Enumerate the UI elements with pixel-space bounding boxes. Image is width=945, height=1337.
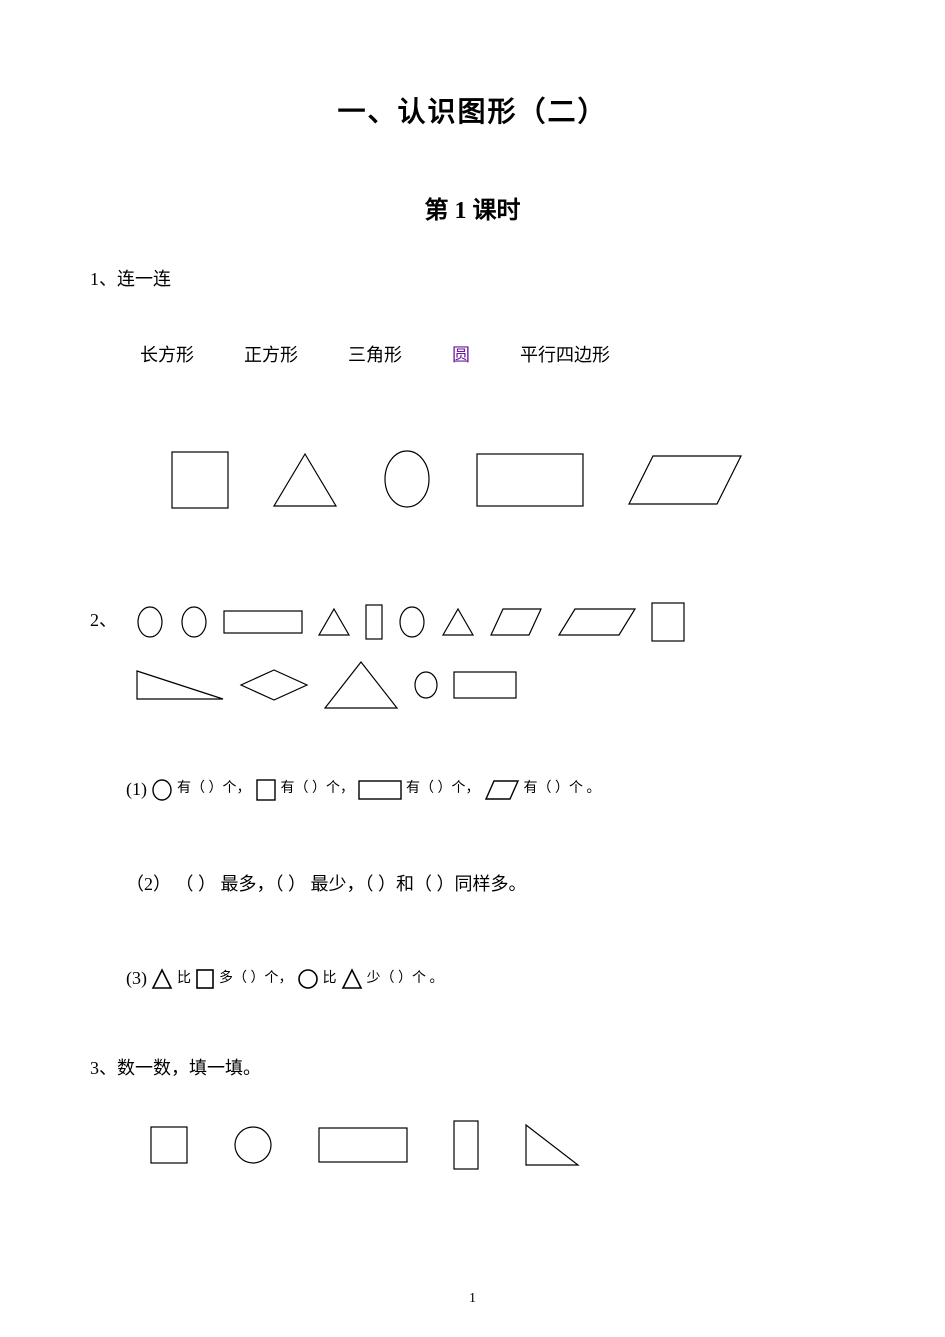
circle-icon [135,605,165,639]
rectangle-icon [223,610,303,634]
triangle-icon [151,968,173,990]
text-segment: 有（ ）个 。 [524,774,601,805]
rectangle-icon [475,450,585,510]
label-rectangle: 长方形 [140,341,194,367]
triangle-icon [341,968,363,990]
page-number: 1 [0,1291,945,1307]
diamond-icon [239,668,309,702]
label-circle: 圆 [452,341,470,367]
circle-icon [413,670,439,700]
triangle-icon [323,660,399,710]
text-segment: 有（ ）个， [177,774,251,805]
rectangle-tall-icon [453,1120,479,1170]
q2-sub3-prefix: (3) [126,959,147,999]
q3-label: 3、数一数，填一填。 [90,1054,855,1080]
q2-row2 [135,660,685,710]
circle-icon [297,968,319,990]
page-subtitle: 第 1 课时 [90,190,855,225]
circle-icon [151,778,173,802]
q3-shapes-row [90,1120,855,1170]
parallelogram-icon [557,607,637,637]
q2-sub3: (3) 比 多（ ）个， 比 少（ ）个 。 [90,959,855,999]
text-segment: 有（ ）个， [281,774,355,805]
parallelogram-icon [489,607,543,637]
text-segment: 比 [177,964,191,995]
triangle-right-icon [524,1123,580,1167]
rectangle-icon [318,1127,408,1163]
triangle-right-icon [135,669,225,701]
triangle-icon [317,607,351,637]
label-square: 正方形 [244,341,298,367]
worksheet-page: 一、认识图形（二） 第 1 课时 1、连一连 长方形 正方形 三角形 圆 平行四… [0,0,945,1337]
triangle-icon [441,607,475,637]
square-icon [150,1126,188,1164]
q2-block: 2、 [90,602,855,710]
q2-sub2: （2） （ ） 最多，（ ） 最少，（ ）和（ ）同样多。 [90,865,855,905]
circle-icon [397,605,427,639]
square-icon [170,450,230,510]
q2-shapes [135,602,685,710]
q1-labels-row: 长方形 正方形 三角形 圆 平行四边形 [90,341,855,367]
triangle-icon [270,450,340,510]
page-title: 一、认识图形（二） [90,90,855,130]
rectangle-icon [358,780,402,800]
square-icon [651,602,685,642]
square-icon [255,778,277,802]
parallelogram-icon [484,779,520,801]
q2-sub2-text: （2） （ ） 最多，（ ） 最少，（ ）和（ ）同样多。 [126,865,527,905]
text-segment: 多（ ）个， [219,964,293,995]
circle-icon [179,605,209,639]
ellipse-icon [380,447,435,512]
q1-label: 1、连一连 [90,265,855,291]
label-triangle: 三角形 [348,341,402,367]
q2-sub1: (1) 有（ ）个， 有（ ）个， 有（ ）个， 有（ ）个 。 [90,770,855,810]
q1-shapes-row [90,447,855,512]
rectangle-tall-icon [365,604,383,640]
square-icon [195,968,215,990]
circle-icon [233,1125,273,1165]
text-segment: 比 [323,964,337,995]
parallelogram-icon [625,450,745,510]
q2-row1 [135,602,685,642]
text-segment: 有（ ）个， [406,774,480,805]
label-parallelogram: 平行四边形 [520,341,610,367]
q2-label: 2、 [90,602,117,632]
rectangle-icon [453,671,517,699]
text-segment: 少（ ）个 。 [367,964,444,995]
q2-sub1-prefix: (1) [126,770,147,810]
